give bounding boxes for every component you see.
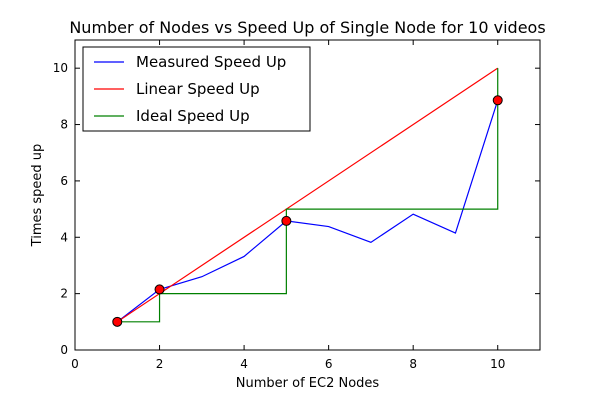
y-tick-label: 0 bbox=[60, 343, 68, 357]
series-line-ideal bbox=[117, 68, 499, 323]
y-tick-label: 6 bbox=[60, 174, 68, 188]
y-axis-label: Times speed up bbox=[30, 144, 45, 248]
legend-label: Ideal Speed Up bbox=[136, 107, 250, 125]
y-tick-label: 2 bbox=[60, 287, 68, 301]
data-point-marker bbox=[154, 284, 165, 295]
chart-title: Number of Nodes vs Speed Up of Single No… bbox=[69, 18, 545, 37]
x-tick-label: 10 bbox=[490, 357, 505, 371]
data-point-marker bbox=[492, 95, 503, 106]
plot-area bbox=[112, 67, 503, 327]
data-point-marker bbox=[112, 316, 123, 327]
y-tick-label: 8 bbox=[60, 118, 68, 132]
axes: 0 2 4 6 8 10 0 2 4 6 8 10 bbox=[53, 40, 540, 371]
x-tick-label: 4 bbox=[240, 357, 248, 371]
x-axis-label: Number of EC2 Nodes bbox=[236, 376, 380, 391]
legend-label: Measured Speed Up bbox=[136, 53, 286, 71]
plot-frame bbox=[74, 39, 541, 351]
data-point-marker bbox=[281, 215, 292, 226]
x-tick-label: 6 bbox=[325, 357, 333, 371]
x-tick-label: 8 bbox=[409, 357, 417, 371]
y-tick-label: 4 bbox=[60, 230, 68, 244]
x-tick-label: 0 bbox=[71, 357, 79, 371]
legend-label: Linear Speed Up bbox=[136, 80, 260, 98]
x-tick-label: 2 bbox=[156, 357, 164, 371]
series-line-linear bbox=[116, 67, 499, 323]
legend: Measured Speed Up Linear Speed Up Ideal Sp… bbox=[82, 46, 311, 132]
series-line-measured bbox=[116, 100, 499, 323]
y-tick-label: 10 bbox=[53, 61, 68, 75]
